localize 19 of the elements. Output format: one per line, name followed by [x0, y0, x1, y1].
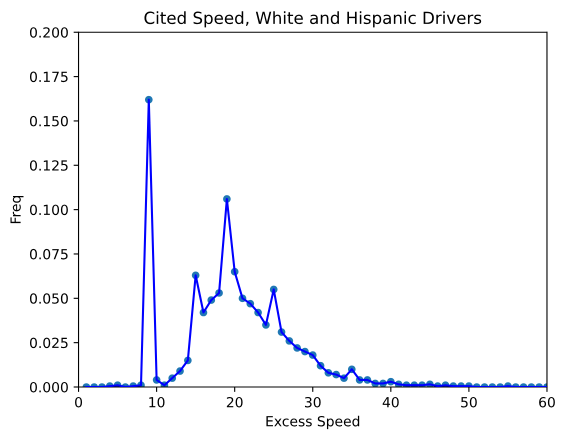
- x-tick-label: 40: [382, 396, 399, 408]
- y-tick-label: 0.200: [30, 27, 68, 38]
- x-tick-label: 20: [226, 396, 243, 408]
- x-tick-label: 30: [304, 396, 321, 408]
- y-tick-label: 0.150: [30, 116, 68, 126]
- y-tick-label: 0.175: [30, 72, 68, 82]
- y-tick-label: 0.100: [30, 204, 68, 216]
- y-axis-title: Freq: [10, 196, 24, 224]
- x-tick-label: 60: [539, 396, 555, 408]
- x-tick-label: 50: [461, 396, 477, 408]
- y-tick-label: 0.000: [30, 382, 68, 392]
- y-tick-label: 0.075: [30, 248, 68, 260]
- y-tick-label: 0.025: [30, 338, 68, 348]
- x-tick-label: 0: [75, 396, 82, 408]
- x-axis-title: Excess Speed: [266, 416, 360, 430]
- y-tick-label: 0.125: [30, 160, 68, 171]
- chart-title: Cited Speed, White and Hispanic Drivers: [144, 11, 482, 28]
- y-tick-label: 0.050: [30, 293, 68, 304]
- x-tick-label: 10: [149, 396, 165, 408]
